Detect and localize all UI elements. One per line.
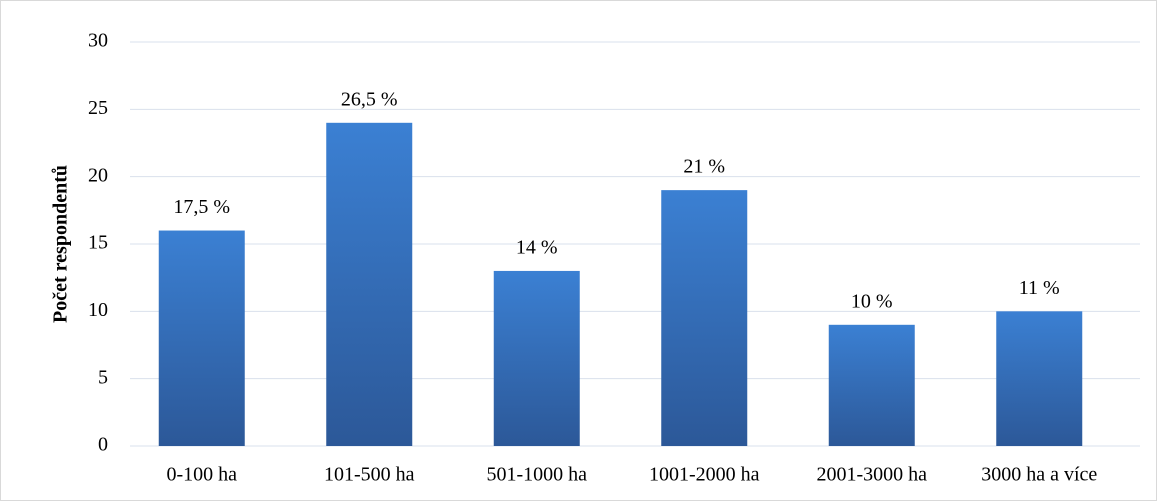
data-label: 17,5 % bbox=[173, 196, 230, 218]
y-tick-label: 10 bbox=[88, 299, 108, 321]
x-tick-label: 3000 ha a více bbox=[981, 464, 1097, 486]
y-tick-label: 30 bbox=[88, 30, 108, 52]
bar bbox=[158, 230, 245, 446]
data-label: 21 % bbox=[683, 156, 725, 178]
data-label: 14 % bbox=[516, 237, 558, 259]
bar bbox=[996, 311, 1083, 446]
y-tick-label: 0 bbox=[98, 434, 108, 456]
bar bbox=[661, 190, 748, 446]
data-label: 11 % bbox=[1019, 277, 1060, 299]
y-tick-label: 20 bbox=[88, 164, 108, 186]
bar bbox=[326, 122, 413, 447]
y-tick-label: 5 bbox=[98, 366, 108, 388]
bar bbox=[828, 324, 915, 446]
data-label: 26,5 % bbox=[341, 88, 398, 110]
y-axis-label: Počet respondentů bbox=[50, 165, 72, 323]
y-tick-label: 25 bbox=[88, 97, 108, 119]
x-tick-label: 2001-3000 ha bbox=[816, 464, 927, 486]
x-tick-label: 101-500 ha bbox=[324, 464, 415, 486]
x-tick-label: 501-1000 ha bbox=[486, 464, 587, 486]
bar bbox=[493, 270, 580, 446]
y-tick-label: 15 bbox=[88, 232, 108, 254]
data-label: 10 % bbox=[851, 290, 893, 312]
x-tick-label: 0-100 ha bbox=[166, 464, 237, 486]
x-tick-label: 1001-2000 ha bbox=[649, 464, 760, 486]
